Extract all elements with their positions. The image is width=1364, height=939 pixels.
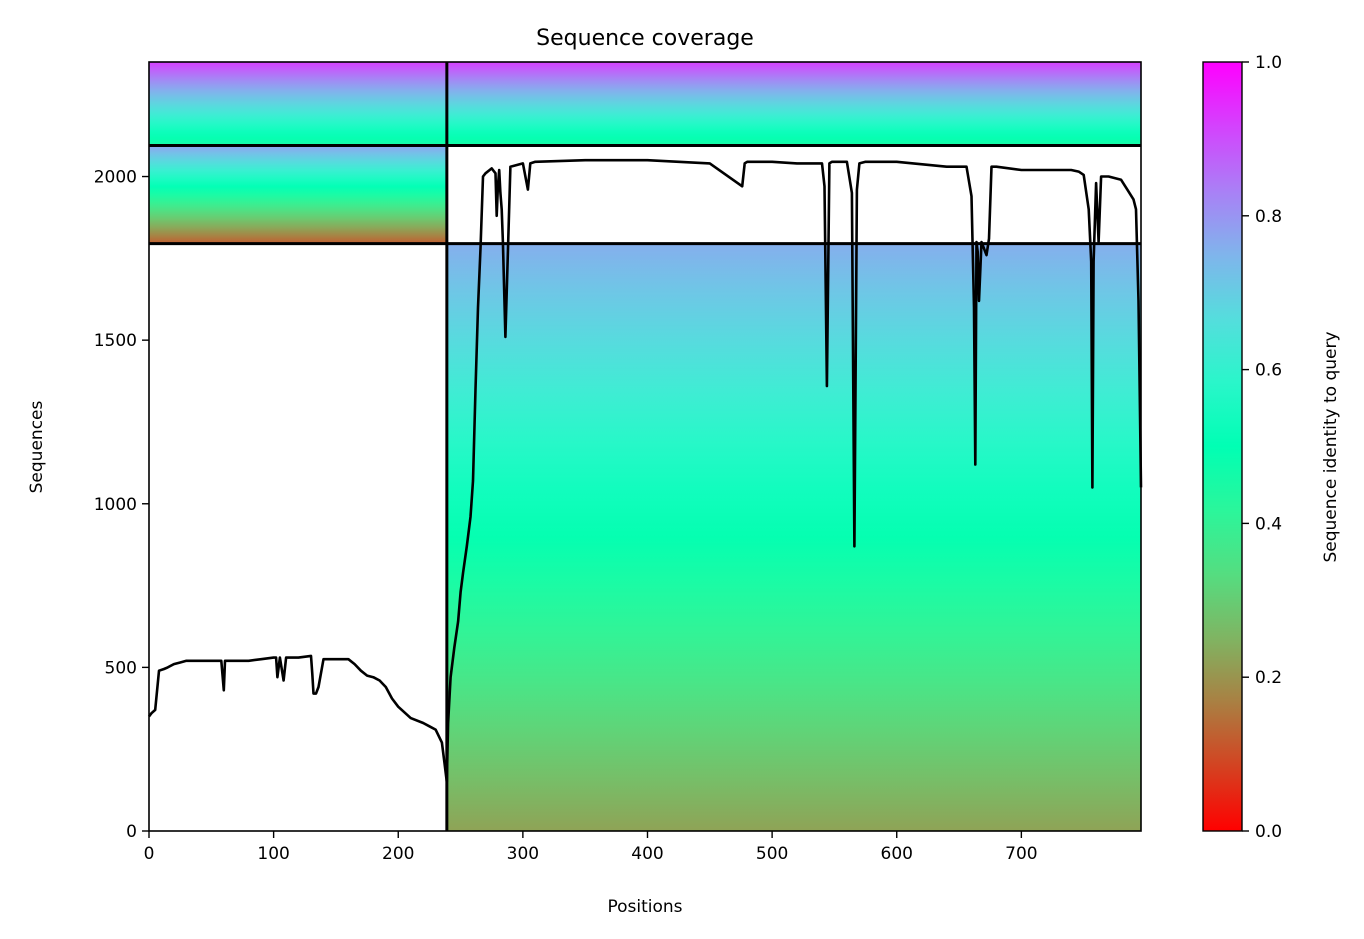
y-tick-label: 0 [126,822,137,842]
colorbar-tick-label: 0.6 [1255,361,1282,381]
x-tick-label: 600 [881,844,913,864]
colorbar-gradient [1202,61,1243,832]
axes: 0 100 200 300 400 500 600 700 0 500 1000 1500 2000 [94,61,1142,864]
x-tick-label: 100 [257,844,289,864]
y-tick-label: 2000 [94,168,137,188]
chart-title: Sequence coverage [536,26,754,51]
colorbar-tick-label: 0.8 [1255,207,1282,227]
msa-blocks [149,62,1141,832]
y-tick-label: 1000 [94,495,137,515]
x-tick-label: 400 [631,844,663,864]
x-tick-label: 0 [144,844,155,864]
x-tick-label: 300 [507,844,539,864]
colorbar-tick-label: 0.0 [1255,822,1282,842]
y-axis-label: Sequences [27,401,47,494]
colorbar-label: Sequence identity to query [1321,331,1341,562]
coverage-line [147,158,1143,784]
msa-block-chain-A-unpaired [149,145,447,244]
msa-block-paired [149,62,1141,146]
y-tick-label: 500 [105,658,137,678]
y-tick-label: 1500 [94,331,137,351]
x-axis-label: Positions [607,897,682,917]
colorbar-tick-label: 0.2 [1255,668,1282,688]
coverage-series [147,158,1143,784]
colorbar-tick-label: 1.0 [1255,53,1282,73]
colorbar: 0.0 0.2 0.4 0.6 0.8 1.0 [1202,53,1282,842]
x-tick-label: 700 [1005,844,1037,864]
colorbar-tick-label: 0.4 [1255,514,1282,534]
msa-block-chain-B-unpaired [446,243,1141,832]
plot-frame [148,61,1142,832]
x-tick-label: 200 [382,844,414,864]
x-tick-label: 500 [756,844,788,864]
